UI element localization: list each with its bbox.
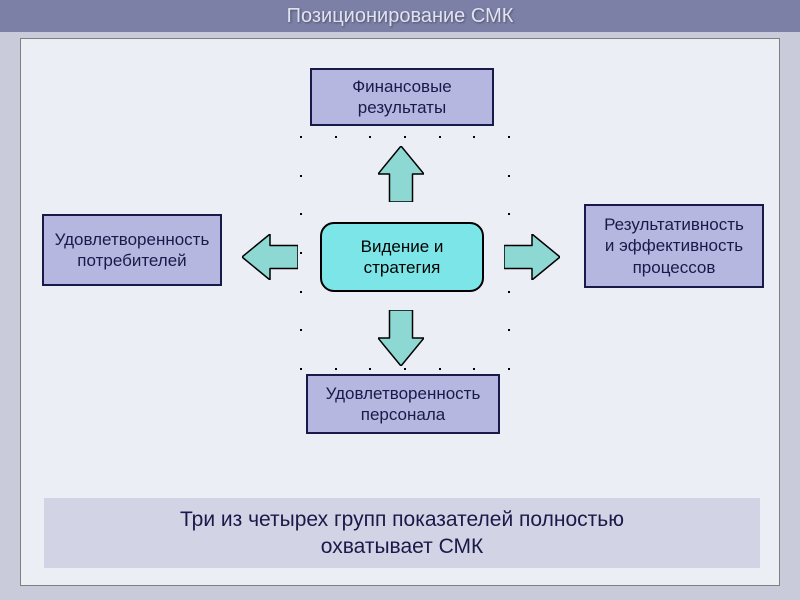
center-node: Видение и стратегия	[320, 222, 484, 292]
title-bar: Позиционирование СМК	[0, 0, 800, 32]
caption-line1: Три из четырех групп показателей полност…	[180, 506, 624, 533]
bottom-text-line1: Удовлетворенность	[326, 383, 481, 404]
arrow-right-icon	[504, 234, 560, 280]
arrow-down-icon	[378, 310, 424, 366]
slide-title: Позиционирование СМК	[287, 5, 514, 28]
left-text-line1: Удовлетворенность	[55, 229, 210, 250]
bottom-text-line2: персонала	[326, 404, 481, 425]
caption-bar: Три из четырех групп показателей полност…	[44, 498, 760, 568]
arrow-left-icon	[242, 234, 298, 280]
top-text-line2: результаты	[352, 97, 452, 118]
arrow-up-icon	[378, 146, 424, 202]
top-text-line1: Финансовые	[352, 76, 452, 97]
right-text-line2: и эффективность	[604, 235, 744, 256]
center-text-line1: Видение и	[361, 236, 444, 257]
left-node: Удовлетворенность потребителей	[42, 214, 222, 286]
top-node: Финансовые результаты	[310, 68, 494, 126]
center-text-line2: стратегия	[361, 257, 444, 278]
right-text-line1: Результативность	[604, 214, 744, 235]
right-text-line3: процессов	[604, 257, 744, 278]
bottom-node: Удовлетворенность персонала	[306, 374, 500, 434]
right-node: Результативность и эффективность процесс…	[584, 204, 764, 288]
left-text-line2: потребителей	[55, 250, 210, 271]
caption-line2: охватывает СМК	[180, 533, 624, 560]
